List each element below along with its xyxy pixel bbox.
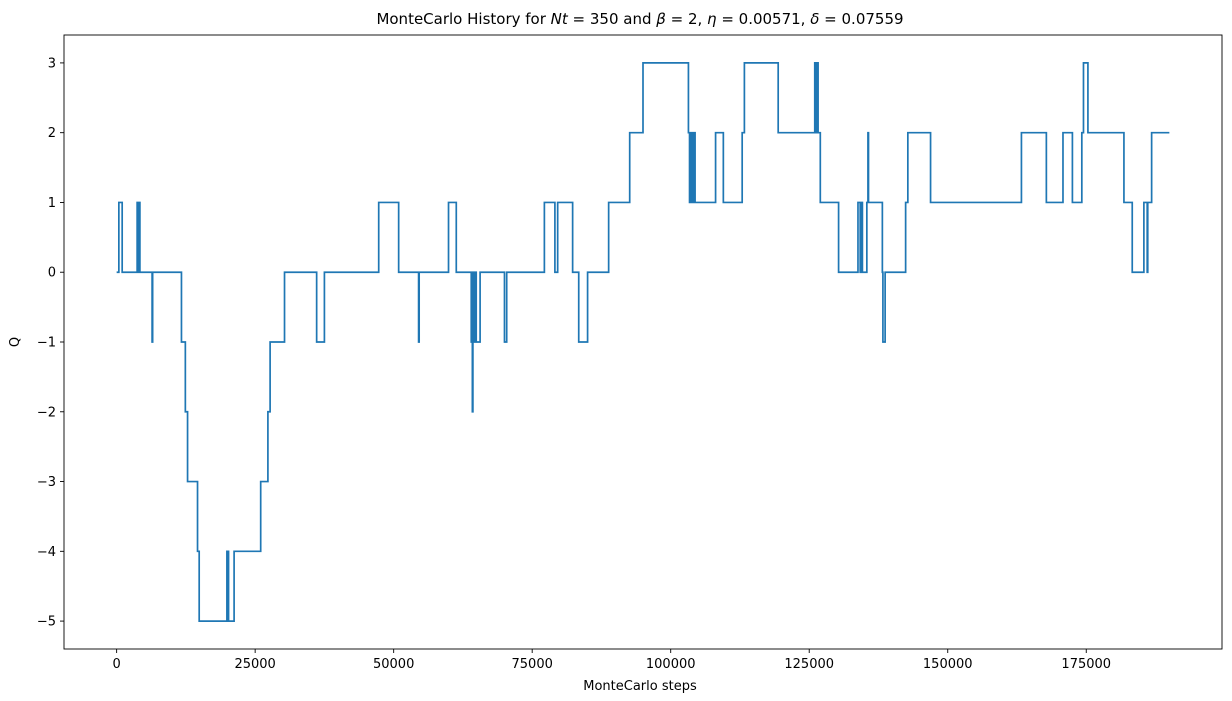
- y-tick-label: 0: [48, 266, 56, 281]
- x-axis-label: MonteCarlo steps: [583, 679, 697, 694]
- x-tick-label: 75000: [512, 657, 553, 672]
- x-tick-label: 100000: [646, 657, 696, 672]
- x-tick-label: 25000: [234, 657, 275, 672]
- x-tick-label: 125000: [784, 657, 834, 672]
- x-tick-label: 0: [112, 657, 120, 672]
- x-tick-label: 175000: [1061, 657, 1111, 672]
- y-tick-label: −1: [37, 336, 56, 351]
- y-tick-label: 3: [48, 56, 56, 71]
- y-axis-ticks: −5 −4 −3 −2 −1 0 1 2 3: [37, 56, 64, 630]
- chart-title: MonteCarlo History for Nt = 350 and β = …: [376, 10, 903, 28]
- x-axis-ticks: 0 25000 50000 75000 100000 125000 150000 175000: [112, 649, 1111, 672]
- y-tick-label: 2: [48, 126, 56, 141]
- plot-frame: [63, 34, 1223, 650]
- y-tick-label: 1: [48, 196, 56, 211]
- y-tick-label: −4: [37, 545, 56, 560]
- x-tick-label: 150000: [923, 657, 973, 672]
- y-tick-label: −5: [37, 615, 56, 630]
- y-tick-label: −3: [37, 475, 56, 490]
- y-axis-label: Q: [8, 337, 23, 347]
- series-line-q: [116, 62, 1170, 622]
- x-tick-label: 50000: [373, 657, 414, 672]
- y-tick-label: −2: [37, 405, 56, 420]
